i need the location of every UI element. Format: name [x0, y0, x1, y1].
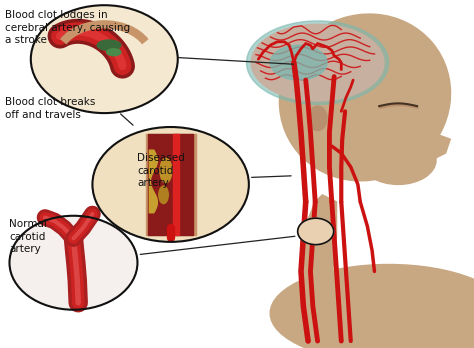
Ellipse shape [279, 14, 451, 181]
Ellipse shape [159, 186, 168, 204]
Circle shape [298, 218, 334, 245]
Ellipse shape [270, 45, 327, 80]
Circle shape [9, 216, 137, 310]
Ellipse shape [360, 136, 436, 184]
Text: Diseased
carotid
artery: Diseased carotid artery [137, 153, 185, 188]
Ellipse shape [251, 24, 384, 101]
Circle shape [92, 127, 249, 242]
Ellipse shape [308, 106, 327, 130]
Ellipse shape [107, 49, 121, 56]
Circle shape [31, 5, 178, 113]
Ellipse shape [246, 21, 389, 104]
Ellipse shape [270, 264, 474, 348]
Polygon shape [301, 195, 337, 285]
Text: Blood clot breaks
off and travels: Blood clot breaks off and travels [5, 97, 95, 120]
Ellipse shape [97, 40, 121, 50]
Ellipse shape [160, 158, 172, 183]
Polygon shape [431, 132, 450, 160]
Text: Normal
carotid
artery: Normal carotid artery [9, 219, 47, 254]
Text: Blood clot lodges in
cerebral artery, causing
a stroke: Blood clot lodges in cerebral artery, ca… [5, 10, 130, 45]
